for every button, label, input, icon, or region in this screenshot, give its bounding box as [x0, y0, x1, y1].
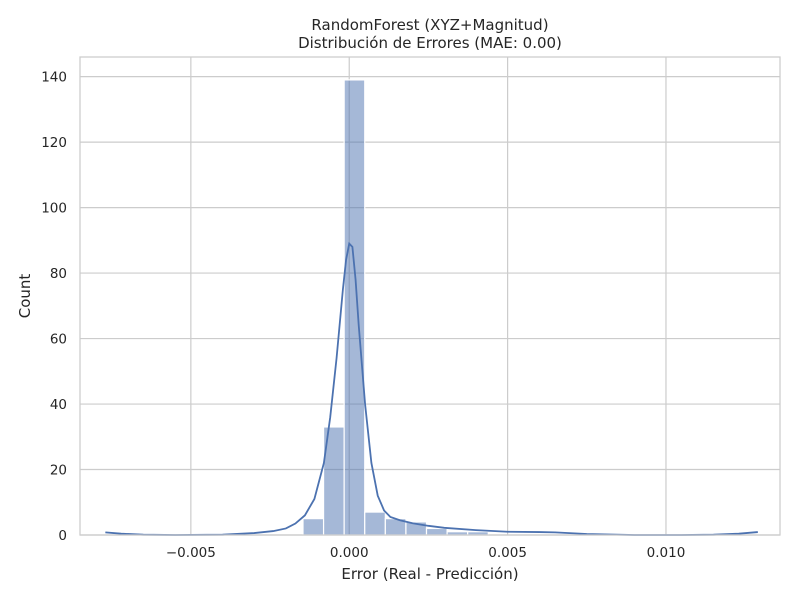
chart-subtitle: Distribución de Errores (MAE: 0.00)	[298, 34, 562, 52]
x-ticks: −0.005 0.000 0.005 0.010	[166, 545, 685, 561]
y-ticks: 0 20 40 60 80 100 120 140	[41, 70, 67, 544]
y-tick-label: 0	[58, 528, 67, 544]
grid	[80, 57, 780, 536]
y-axis-label: Count	[16, 274, 34, 319]
x-tick-label: 0.010	[647, 545, 686, 561]
kde-curve	[105, 241, 758, 536]
histogram-bar	[425, 527, 448, 536]
plot-frame	[79, 56, 781, 536]
y-tick-label: 20	[50, 463, 67, 479]
x-axis-label: Error (Real - Predicción)	[341, 565, 518, 583]
x-tick-label: 0.005	[488, 545, 527, 561]
y-tick-label: 40	[50, 397, 67, 413]
histogram-bar	[364, 511, 386, 536]
y-tick-label: 120	[41, 135, 67, 151]
chart-title: RandomForest (XYZ+Magnitud)	[311, 16, 548, 34]
histogram-bars	[302, 79, 489, 536]
histogram-bar	[343, 79, 366, 536]
y-tick-label: 100	[41, 201, 67, 217]
histogram-bar	[302, 518, 325, 536]
x-tick-label: −0.005	[166, 545, 216, 561]
y-tick-label: 140	[41, 70, 67, 86]
y-tick-label: 60	[50, 332, 67, 348]
x-tick-label: 0.000	[330, 545, 369, 561]
y-tick-label: 80	[50, 266, 67, 282]
